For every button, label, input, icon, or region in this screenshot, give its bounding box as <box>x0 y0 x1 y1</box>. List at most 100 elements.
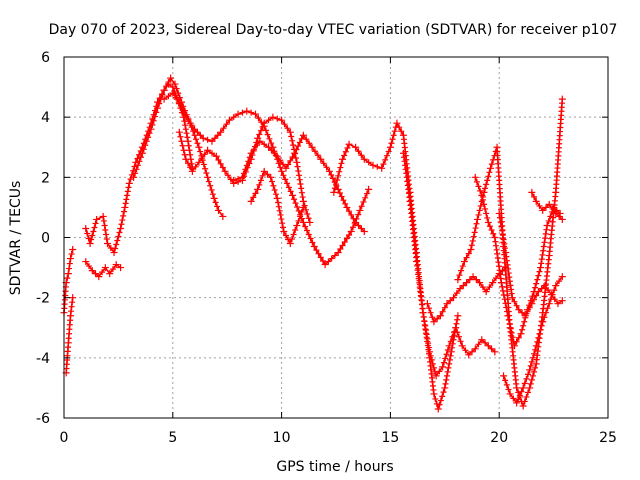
data-point <box>539 206 547 214</box>
data-point <box>543 221 551 229</box>
data-marker <box>101 222 108 229</box>
data-point <box>484 342 492 350</box>
data-marker <box>290 142 297 149</box>
data-marker <box>535 272 542 279</box>
data-marker <box>503 304 510 311</box>
data-marker <box>211 135 218 142</box>
series-satellite-track-9 <box>247 167 307 248</box>
data-point <box>500 372 508 380</box>
data-marker <box>484 214 491 221</box>
data-marker <box>406 194 413 201</box>
data-marker <box>500 287 507 294</box>
data-marker <box>227 176 234 183</box>
data-point <box>286 240 294 248</box>
data-point <box>491 348 499 356</box>
data-marker <box>457 338 464 345</box>
data-marker <box>479 196 486 203</box>
data-marker <box>538 285 545 292</box>
data-marker <box>536 268 543 275</box>
data-marker <box>219 164 226 171</box>
data-marker <box>534 276 541 283</box>
data-marker <box>115 233 122 240</box>
data-marker <box>427 352 434 359</box>
data-marker <box>328 255 335 262</box>
data-marker <box>295 207 302 214</box>
data-marker <box>188 122 195 129</box>
data-marker <box>443 372 450 379</box>
data-marker <box>136 158 143 165</box>
data-marker <box>437 397 444 404</box>
data-point <box>343 203 351 211</box>
data-point <box>541 282 549 290</box>
data-marker <box>525 389 532 396</box>
data-point <box>160 86 168 94</box>
data-marker <box>282 232 289 239</box>
data-marker <box>443 351 450 358</box>
data-point <box>169 89 177 97</box>
data-marker <box>503 381 510 388</box>
data-marker <box>194 129 201 136</box>
data-marker <box>471 229 478 236</box>
data-point <box>154 104 162 112</box>
data-marker <box>348 211 355 218</box>
data-marker <box>515 334 522 341</box>
data-marker <box>475 341 482 348</box>
data-marker <box>525 371 532 378</box>
data-marker <box>444 368 451 375</box>
data-marker <box>346 231 353 238</box>
data-marker <box>272 191 279 198</box>
data-marker <box>447 297 454 304</box>
data-point <box>345 140 353 148</box>
data-marker <box>531 368 538 375</box>
x-tick-label: 10 <box>273 430 291 446</box>
data-marker <box>433 400 440 407</box>
data-marker <box>182 126 189 133</box>
data-marker <box>434 315 441 322</box>
data-marker <box>173 85 180 92</box>
data-point <box>225 116 233 124</box>
data-marker <box>271 186 278 193</box>
data-marker <box>100 217 107 224</box>
data-marker <box>333 181 339 188</box>
data-marker <box>215 157 222 164</box>
data-marker <box>183 130 190 137</box>
data-marker <box>294 163 301 170</box>
data-point <box>69 246 77 254</box>
data-point <box>450 294 458 302</box>
data-point <box>88 267 96 275</box>
data-point <box>265 143 273 151</box>
data-marker <box>288 133 295 140</box>
x-tick-label: 0 <box>60 430 69 446</box>
data-marker <box>455 333 462 340</box>
data-marker <box>540 243 547 250</box>
data-marker <box>91 224 98 231</box>
data-point <box>454 312 462 320</box>
data-marker <box>145 134 152 141</box>
data-marker <box>112 245 119 252</box>
data-marker <box>549 291 556 298</box>
data-marker <box>186 147 193 154</box>
data-marker <box>420 314 427 321</box>
data-marker <box>224 172 231 179</box>
data-marker <box>469 237 476 244</box>
data-point <box>386 143 394 151</box>
data-point <box>436 312 444 320</box>
data-marker <box>276 207 283 214</box>
data-marker <box>454 316 461 323</box>
data-point <box>537 264 545 272</box>
data-marker <box>306 140 313 147</box>
data-point <box>515 306 523 314</box>
data-marker <box>201 151 208 158</box>
data-point <box>378 164 386 172</box>
data-marker <box>340 197 347 204</box>
data-marker <box>460 282 467 289</box>
data-marker <box>553 207 560 214</box>
data-marker <box>511 298 518 305</box>
data-point <box>195 143 203 151</box>
data-marker <box>252 190 259 197</box>
data-point <box>219 212 227 220</box>
data-marker <box>538 256 545 263</box>
data-marker <box>473 178 480 185</box>
data-point <box>260 119 268 127</box>
data-marker <box>505 386 512 393</box>
